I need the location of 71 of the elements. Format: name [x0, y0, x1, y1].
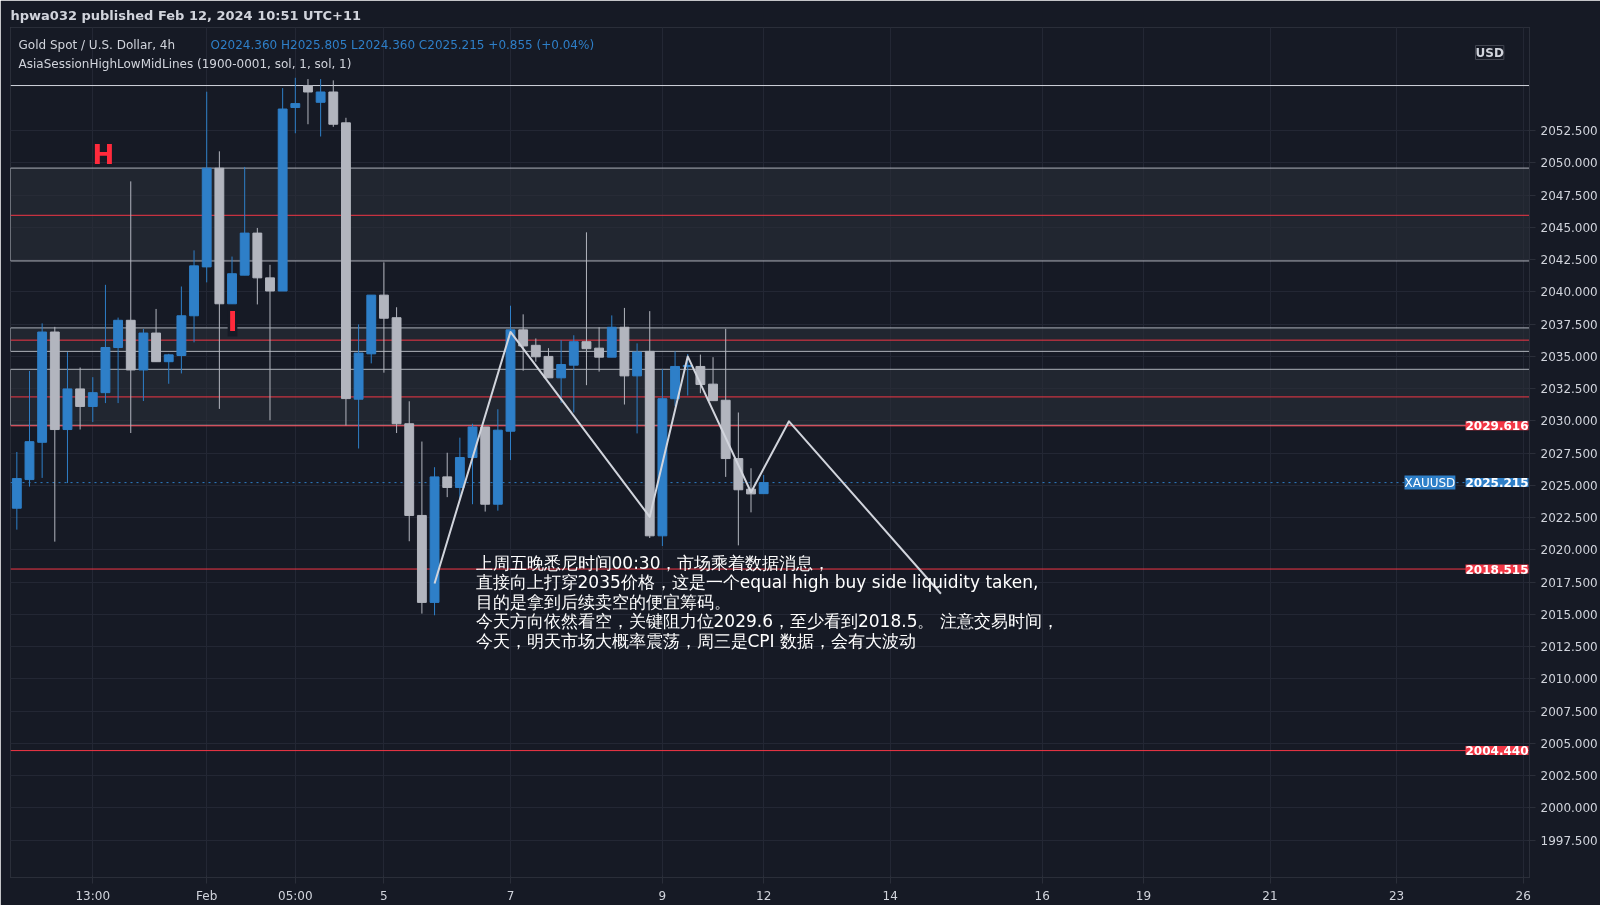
y-tick-label: 2045.000: [1540, 220, 1598, 235]
x-tick-label: 9: [658, 888, 667, 903]
candlestick: [556, 339, 567, 404]
y-tick-label: 2042.500: [1540, 253, 1598, 268]
y-tick-label: 2037.500: [1540, 317, 1598, 332]
annotation: 目的是拿到后续卖空的便宜筹码。: [475, 591, 731, 612]
y-tick-label: 2005.000: [1540, 736, 1598, 751]
y-tick-label: 2052.500: [1540, 124, 1598, 139]
candlestick: [442, 452, 453, 498]
y-tick-label: 2027.500: [1540, 446, 1598, 461]
y-tick-label: 2020.000: [1540, 543, 1598, 558]
annotation: O2024.360 H2025.805 L2024.360 C2025.215 +0.855 (+0.04%): [210, 37, 595, 52]
y-tick-label: 1997.500: [1540, 833, 1598, 848]
x-tick-label: Feb: [196, 888, 218, 903]
y-tick-label: 2012.500: [1540, 640, 1598, 655]
ref-line-label: 2004.440: [1465, 744, 1529, 759]
annotation: 今天，明天市场大概率震荡，周三是CPI 数据，会有大波动: [475, 630, 917, 651]
y-tick-label: 2015.000: [1540, 607, 1598, 622]
x-tick-label: 7: [506, 888, 515, 903]
y-axis-title: USD: [1475, 45, 1504, 60]
candlestick: [530, 337, 541, 363]
candlestick: [594, 326, 605, 373]
candlestick: [315, 78, 326, 137]
candlestick: [163, 353, 174, 385]
y-tick-label: 2047.500: [1540, 188, 1598, 203]
y-tick-label: 2040.000: [1540, 285, 1598, 300]
candlestick: [290, 77, 301, 134]
y-tick-label: 2002.500: [1540, 769, 1598, 784]
x-tick-label: 23: [1388, 888, 1405, 903]
x-tick-label: 12: [756, 888, 772, 903]
ref-line-label: 2025.215: [1465, 476, 1529, 491]
x-tick-label: 14: [882, 888, 898, 903]
y-tick-label: 2035.000: [1540, 349, 1598, 364]
candlestick: [75, 367, 86, 431]
x-tick-label: 16: [1034, 888, 1050, 903]
y-tick-label: 2050.000: [1540, 156, 1598, 171]
x-tick-label: 13:00: [75, 888, 111, 903]
annotation: I: [227, 306, 238, 337]
y-tick-label: 2025.000: [1540, 478, 1598, 493]
annotation: H: [92, 139, 115, 170]
text: Gold Spot / U.S. Dollar, 4h: [18, 37, 176, 52]
y-tick-label: 2030.000: [1540, 414, 1598, 429]
candlestick: [632, 342, 643, 434]
y-tick-label: 2017.500: [1540, 575, 1598, 590]
candlestick: [581, 231, 592, 386]
candlestick: [378, 261, 389, 374]
candlestick: [543, 347, 554, 379]
y-tick-label: 2000.000: [1540, 801, 1598, 816]
candlestick: [568, 334, 579, 414]
y-tick-label: 2007.500: [1540, 704, 1598, 719]
y-tick-label: 2010.000: [1540, 672, 1598, 687]
candlestick: [518, 313, 529, 372]
text: hpwa032 published Feb 12, 2024 10:51 UTC+11: [10, 7, 362, 23]
x-tick-label: 19: [1135, 888, 1152, 903]
y-tick-label: 2022.500: [1540, 511, 1598, 526]
candlestick: [758, 474, 769, 495]
annotation: 今天方向依然看空，关键阻力位2029.6，至少看到2018.5。 注意交易时间，: [475, 611, 1059, 631]
ref-line-label: 2018.515: [1465, 562, 1529, 577]
candlestick: [265, 264, 275, 421]
candlestick: [87, 376, 98, 423]
candlestick: [708, 356, 718, 402]
annotation: 上周五晚悉尼时间00:30，市场乘着数据消息，: [475, 552, 831, 573]
x-tick-label: 26: [1515, 888, 1531, 903]
y-tick-label: 2032.500: [1540, 382, 1598, 397]
text: AsiaSessionHighLowMidLines (1900-0001, sol, 1, sol, 1): [18, 56, 352, 71]
annotation: XAUUSD: [1404, 475, 1456, 490]
x-tick-label: 05:00: [278, 888, 313, 903]
candlestick: [303, 78, 313, 125]
ref-line-label: 2029.616: [1465, 419, 1529, 434]
x-tick-label: 5: [380, 888, 388, 903]
x-tick-label: 21: [1262, 888, 1278, 903]
